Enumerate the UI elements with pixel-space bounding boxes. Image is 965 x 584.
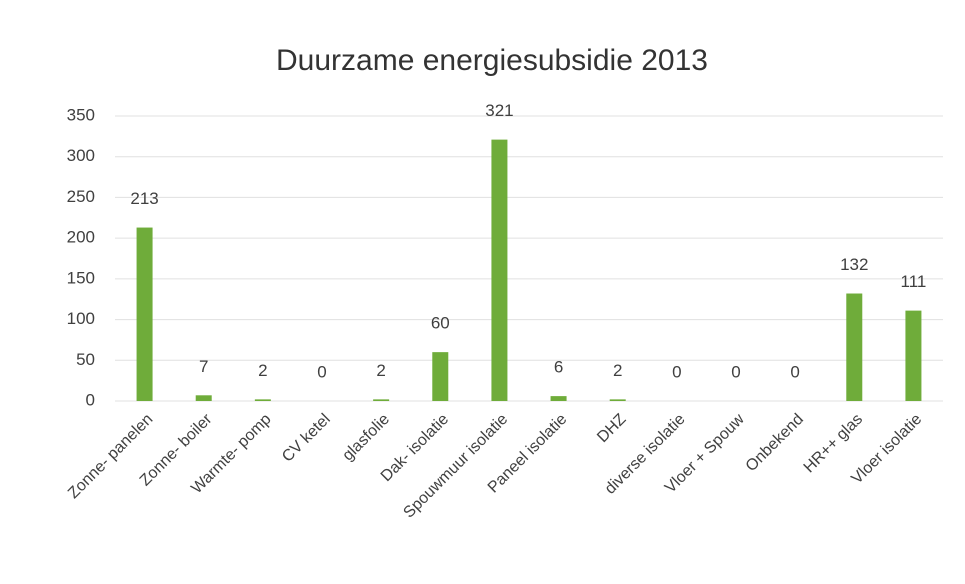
- data-label: 60: [431, 314, 450, 333]
- bar: [846, 293, 863, 401]
- data-label: 0: [790, 362, 799, 381]
- data-label: 0: [731, 362, 740, 381]
- data-label: 2: [376, 361, 385, 380]
- y-tick-label: 350: [67, 105, 95, 124]
- bar: [373, 399, 390, 401]
- y-tick-label: 200: [67, 228, 95, 247]
- bar: [254, 399, 271, 401]
- bar: [136, 227, 153, 401]
- data-label: 132: [840, 255, 868, 274]
- y-tick-label: 150: [67, 268, 95, 287]
- data-label: 111: [901, 272, 927, 291]
- data-label: 7: [199, 357, 208, 376]
- data-label: 6: [554, 358, 563, 377]
- y-tick-label: 50: [76, 350, 95, 369]
- x-tick-label: Onbekend: [743, 411, 807, 475]
- bar: [195, 395, 212, 401]
- data-label: 0: [672, 362, 681, 381]
- bar: [905, 310, 922, 401]
- bar: [491, 139, 508, 401]
- x-tick-label: Spouwmuur isolatie: [400, 411, 511, 522]
- y-tick-label: 100: [67, 309, 95, 328]
- bar: [550, 396, 567, 401]
- y-tick-label: 250: [67, 187, 95, 206]
- x-tick-label: CV ketel: [279, 411, 334, 466]
- data-label: 213: [130, 189, 158, 208]
- bar: [609, 399, 626, 401]
- x-tick-label: glasfolie: [339, 411, 393, 465]
- data-label: 2: [613, 361, 622, 380]
- data-label: 321: [485, 101, 513, 120]
- x-tick-label: Zonne- panelen: [65, 411, 156, 502]
- y-tick-label: 0: [86, 390, 95, 409]
- chart-title: Duurzame energiesubsidie 2013: [276, 44, 708, 77]
- x-tick-label: DHZ: [594, 411, 629, 446]
- data-label: 2: [258, 361, 267, 380]
- bar: [432, 352, 449, 401]
- data-label: 0: [317, 362, 326, 381]
- y-tick-label: 300: [67, 146, 95, 165]
